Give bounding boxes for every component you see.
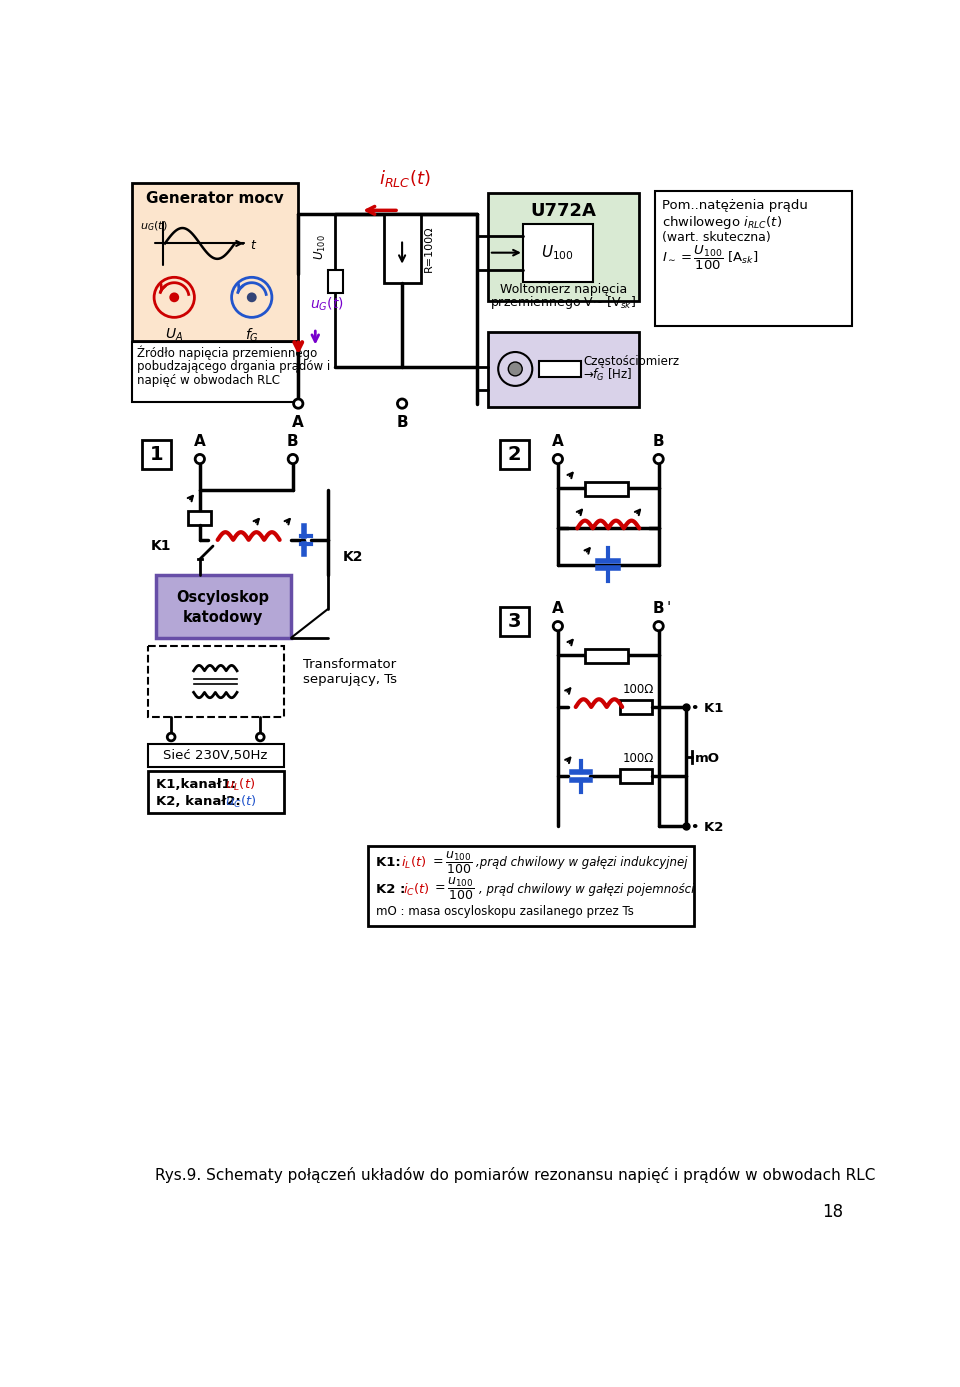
Bar (655, 191, 852, 326)
Bar (368, 846, 693, 927)
Text: $i_{RLC}(t)$: $i_{RLC}(t)$ (379, 168, 431, 189)
Text: • K2: • K2 (691, 821, 724, 835)
Bar (523, 225, 592, 282)
Text: • K1: • K1 (691, 702, 724, 716)
Bar (585, 649, 628, 663)
Text: $t$: $t$ (251, 239, 257, 252)
Circle shape (195, 455, 204, 463)
Bar (148, 771, 283, 813)
Text: 100Ω: 100Ω (622, 684, 654, 696)
Text: $→f_G$ [Hz]: $→f_G$ [Hz] (584, 368, 633, 383)
Circle shape (498, 352, 532, 386)
Text: Transformator: Transformator (303, 657, 396, 671)
Text: chwilowego $i_{RLC}(t)$: chwilowego $i_{RLC}(t)$ (662, 214, 782, 230)
Bar (188, 512, 211, 526)
Text: A: A (552, 434, 564, 449)
Text: 100Ω: 100Ω (622, 752, 654, 766)
Text: K1:: K1: (375, 856, 405, 870)
Text: Sieć 230V,50Hz: Sieć 230V,50Hz (163, 749, 268, 761)
Text: 1: 1 (150, 445, 163, 463)
Text: , prąd chwilowy w gałęzi pojemności: , prąd chwilowy w gałęzi pojemności (479, 884, 694, 896)
Text: mO: mO (695, 752, 720, 766)
Circle shape (553, 621, 563, 631)
Text: Częstościomierz: Częstościomierz (584, 355, 680, 368)
Text: $U_{100}$: $U_{100}$ (541, 243, 574, 262)
Text: A: A (293, 415, 304, 430)
Circle shape (397, 399, 407, 408)
Text: A: A (194, 434, 205, 449)
Bar (132, 343, 299, 402)
Text: Generator mocv: Generator mocv (146, 191, 283, 207)
Text: Pom..natężenia prądu: Pom..natężenia prądu (662, 198, 808, 212)
Bar (500, 440, 529, 469)
Text: pobudzającego drgania prądów i: pobudzającego drgania prądów i (137, 361, 330, 373)
Circle shape (553, 455, 563, 463)
Text: ': ' (666, 601, 671, 616)
Bar (585, 483, 628, 497)
Text: $i_C(t)$: $i_C(t)$ (403, 881, 430, 897)
Text: $i_L(t)$: $i_L(t)$ (400, 854, 426, 871)
Text: $f_G$: $f_G$ (245, 326, 259, 344)
Text: B: B (287, 434, 299, 449)
Circle shape (155, 277, 194, 318)
Text: separujący, Ts: separujący, Ts (303, 673, 396, 687)
Text: K2: K2 (344, 549, 364, 565)
Circle shape (231, 277, 272, 318)
Text: $I_{\sim} = \dfrac{U_{100}}{100}$ [A$_{sk}$]: $I_{\sim} = \dfrac{U_{100}}{100}$ [A$_{s… (662, 244, 759, 272)
Circle shape (654, 455, 663, 463)
Text: (wart. skuteczna): (wart. skuteczna) (662, 232, 771, 244)
Text: przemiennego V~ [V$_{sk}$]: przemiennego V~ [V$_{sk}$] (491, 294, 636, 311)
Text: U772A: U772A (530, 203, 596, 221)
Circle shape (654, 621, 663, 631)
Text: $U_{100}$: $U_{100}$ (312, 234, 327, 261)
Text: 18: 18 (823, 1203, 844, 1221)
Text: K1,kanał1:: K1,kanał1: (156, 778, 240, 791)
Bar (383, 214, 420, 283)
Circle shape (508, 362, 522, 376)
Bar (488, 331, 639, 406)
Text: Źródło napięcia przemiennego: Źródło napięcia przemiennego (137, 345, 318, 361)
Circle shape (256, 734, 264, 741)
Bar (620, 770, 653, 784)
Circle shape (248, 294, 255, 301)
Text: B: B (653, 601, 664, 616)
Bar (539, 361, 581, 377)
Text: katodowy: katodowy (183, 610, 263, 626)
Bar (148, 743, 283, 767)
Circle shape (288, 455, 298, 463)
Bar (132, 183, 299, 341)
Text: A: A (552, 601, 564, 616)
Text: napięć w obwodach RLC: napięć w obwodach RLC (137, 373, 280, 387)
Bar (327, 270, 344, 294)
Circle shape (294, 399, 303, 408)
Circle shape (170, 294, 179, 301)
Text: Woltomierz napięcia: Woltomierz napięcia (499, 283, 627, 297)
Bar (148, 646, 283, 717)
Text: B: B (396, 415, 408, 430)
Bar (488, 193, 639, 301)
Text: $U_A$: $U_A$ (165, 326, 183, 343)
Text: $u_L(t)$: $u_L(t)$ (226, 777, 255, 793)
Circle shape (167, 734, 175, 741)
Bar (500, 608, 529, 637)
Text: B: B (653, 434, 664, 449)
Bar (156, 574, 291, 638)
Text: $u_C(t)$: $u_C(t)$ (226, 793, 257, 810)
Bar (620, 700, 653, 714)
Text: $=\dfrac{u_{100}}{100}$: $=\dfrac{u_{100}}{100}$ (430, 849, 472, 875)
Text: $u_G(t)$: $u_G(t)$ (139, 219, 167, 233)
Text: K2, kanał2:: K2, kanał2: (156, 795, 240, 809)
Text: mO : masa oscyloskopu zasilanego przez Ts: mO : masa oscyloskopu zasilanego przez T… (375, 906, 634, 918)
Text: Oscyloskop: Oscyloskop (177, 589, 270, 605)
Text: 3: 3 (508, 612, 521, 631)
Text: K2 :: K2 : (375, 884, 410, 896)
Text: $= \dfrac{u_{100}}{100}$: $= \dfrac{u_{100}}{100}$ (432, 877, 474, 903)
Text: $u_G(t)$: $u_G(t)$ (310, 295, 344, 313)
Text: 2: 2 (508, 445, 521, 463)
Bar (142, 440, 171, 469)
Text: Rys.9. Schematy połączeń układów do pomiarów rezonansu napięć i prądów w obwodac: Rys.9. Schematy połączeń układów do pomi… (155, 1166, 876, 1183)
Text: K1: K1 (151, 540, 171, 553)
Text: ,prąd chwilowy w gałęzi indukcyjnej: ,prąd chwilowy w gałęzi indukcyjnej (476, 856, 688, 870)
Text: R=100Ω: R=100Ω (423, 226, 434, 272)
